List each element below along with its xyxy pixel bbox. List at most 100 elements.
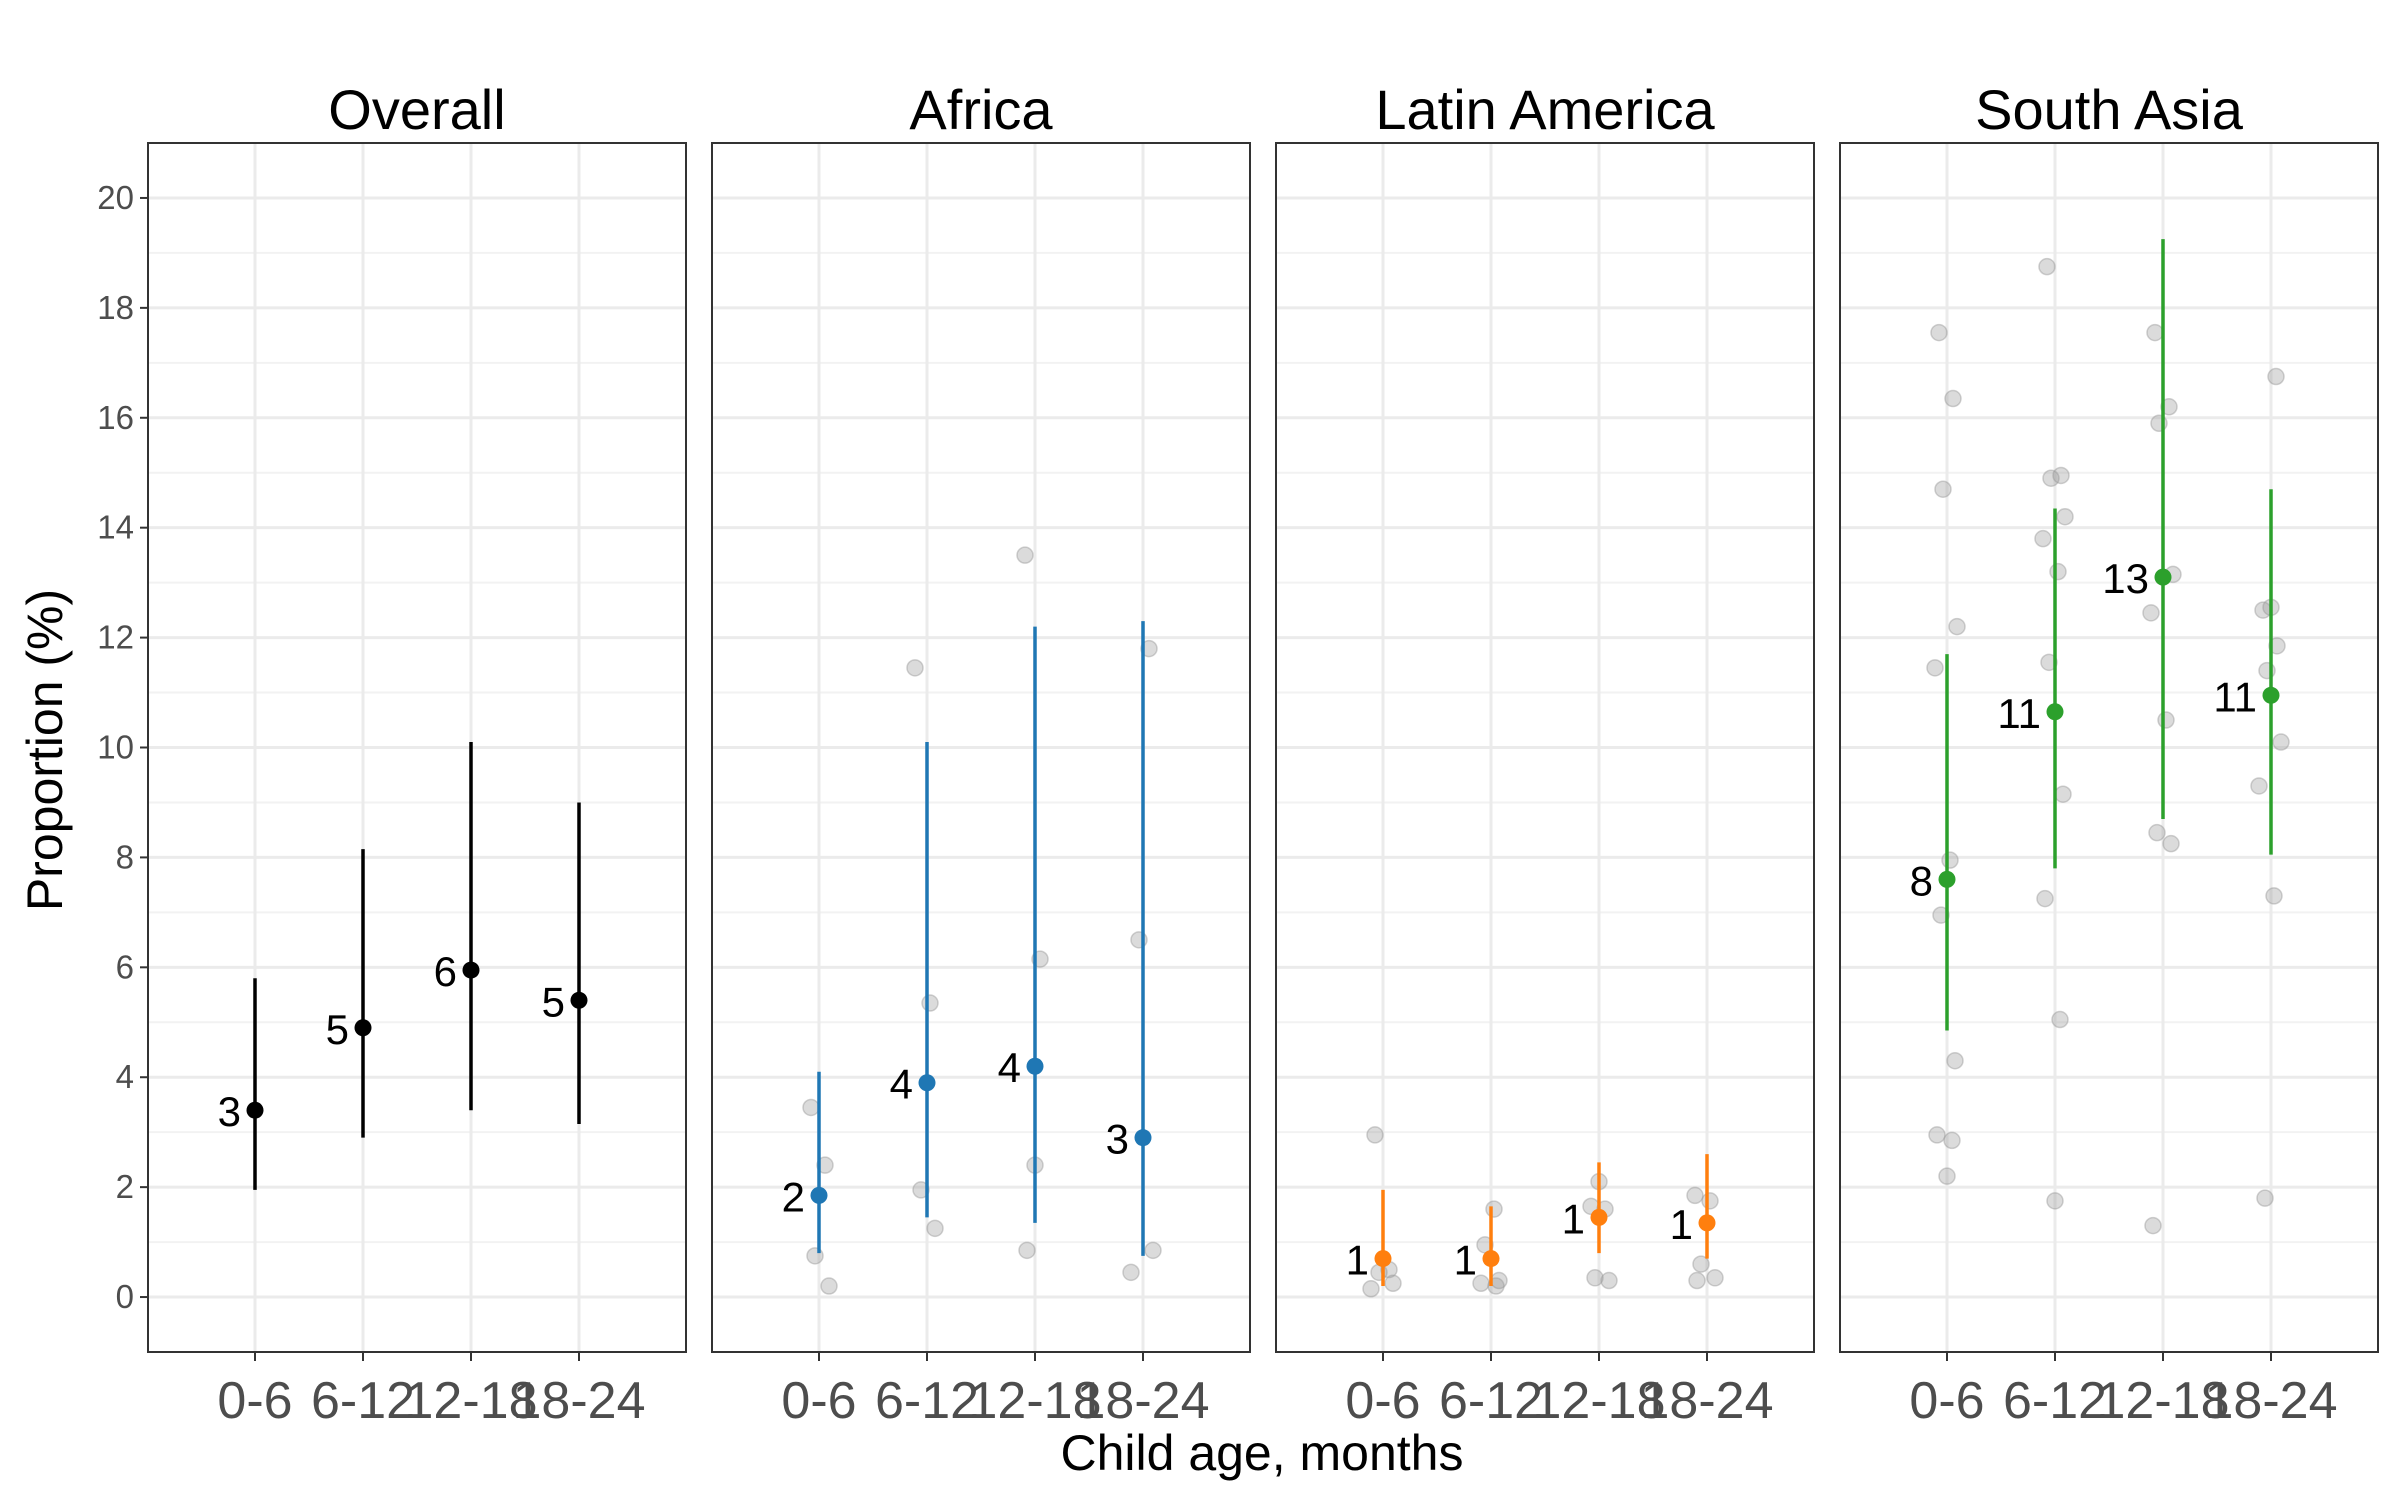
panel-title: Africa (909, 78, 1053, 141)
raw-point (1600, 1271, 1618, 1290)
estimate-point (354, 1019, 372, 1037)
raw-point (1928, 1126, 1946, 1144)
x-tick-label: 0-6 (217, 1372, 292, 1430)
y-tick-label: 12 (97, 619, 134, 656)
data-label: 5 (542, 978, 565, 1025)
raw-point (2254, 601, 2272, 619)
x-tick-label: 6-12 (1439, 1372, 1543, 1430)
estimate-point (2046, 703, 2064, 721)
data-label: 11 (2213, 673, 2257, 720)
raw-point (1938, 1167, 1956, 1185)
estimate-point (810, 1186, 828, 1204)
data-label: 4 (890, 1061, 913, 1108)
raw-point (1930, 323, 1948, 342)
x-tick-label: 12-18 (2097, 1372, 2230, 1430)
x-tick-label: 0-6 (1909, 1372, 1984, 1430)
raw-point (926, 1219, 944, 1238)
y-tick-label: 10 (97, 729, 134, 766)
raw-point (2046, 1192, 2064, 1210)
data-label: 3 (1106, 1116, 1129, 1163)
raw-point (921, 994, 939, 1012)
raw-point (2256, 1189, 2274, 1207)
data-label: 11 (1997, 690, 2041, 737)
estimate-point (2154, 568, 2172, 586)
raw-point (2265, 887, 2283, 905)
estimate-point (246, 1101, 264, 1119)
estimate-point (1026, 1057, 1044, 1075)
raw-point (906, 659, 924, 677)
data-label: 2 (782, 1173, 805, 1220)
x-tick-label: 6-12 (875, 1372, 979, 1430)
y-axis: 0 2 4 6 8 10 12 14 16 18 20 (97, 179, 148, 1315)
raw-point (1122, 1263, 1140, 1282)
raw-point (802, 1098, 820, 1117)
x-tick-label: 18-24 (513, 1372, 646, 1430)
raw-point (2250, 777, 2268, 795)
raw-point (1932, 906, 1950, 924)
raw-point (2157, 711, 2175, 729)
raw-point (2051, 1010, 2069, 1029)
raw-point (912, 1181, 930, 1199)
estimate-point (1698, 1214, 1716, 1232)
data-label: 13 (2102, 555, 2149, 602)
raw-point (2268, 637, 2286, 655)
raw-point (2160, 398, 2178, 416)
raw-point (1472, 1274, 1490, 1293)
data-label: 6 (434, 948, 457, 995)
raw-point (2162, 834, 2180, 853)
data-label: 3 (218, 1088, 241, 1135)
estimate-point (462, 961, 480, 979)
estimate-point (918, 1074, 936, 1092)
data-label: 8 (1910, 857, 1933, 904)
raw-point (1701, 1192, 1719, 1210)
raw-point (2272, 733, 2290, 751)
x-tick-label: 6-12 (311, 1372, 415, 1430)
raw-point (2042, 469, 2060, 487)
raw-point (1934, 480, 1952, 498)
raw-point (2146, 323, 2164, 342)
panel-border (1275, 142, 1815, 1353)
raw-point (2049, 562, 2067, 581)
y-axis-title: Proportion (%) (17, 589, 73, 911)
raw-point (1941, 851, 1959, 869)
raw-point (816, 1156, 834, 1174)
data-label: 1 (1670, 1201, 1693, 1248)
raw-point (1016, 546, 1034, 564)
raw-point (1586, 1269, 1604, 1287)
raw-point (1366, 1126, 1384, 1144)
x-tick-label: 18-24 (1641, 1372, 1774, 1430)
estimate-point (1374, 1250, 1392, 1268)
raw-point (2144, 1216, 2162, 1235)
panel-border (711, 142, 1251, 1353)
y-tick-label: 14 (97, 509, 134, 546)
panel-title: Overall (328, 78, 505, 141)
estimate-point (2262, 686, 2280, 704)
x-tick-label: 12-18 (969, 1372, 1102, 1430)
x-tick-label: 12-18 (1533, 1372, 1666, 1430)
data-label: 1 (1454, 1237, 1477, 1284)
raw-point (2052, 466, 2070, 485)
raw-point (1943, 1131, 1961, 1150)
raw-point (1384, 1274, 1402, 1293)
raw-point (1948, 617, 1966, 636)
raw-point (1706, 1269, 1724, 1287)
data-label: 1 (1346, 1237, 1369, 1284)
x-tick-label: 0-6 (1345, 1372, 1420, 1430)
raw-point (2036, 889, 2054, 908)
raw-point (1140, 639, 1158, 658)
estimate-point (1590, 1208, 1608, 1226)
raw-point (2148, 823, 2166, 842)
raw-point (1946, 1051, 1964, 1070)
raw-point (2056, 507, 2074, 526)
y-tick-label: 6 (116, 948, 134, 985)
estimate-point (1134, 1129, 1152, 1147)
data-label: 5 (326, 1006, 349, 1053)
raw-point (2142, 604, 2160, 622)
data-label: 4 (998, 1044, 1021, 1091)
raw-point (1686, 1186, 1704, 1205)
raw-point (820, 1277, 838, 1295)
raw-point (1692, 1255, 1710, 1273)
